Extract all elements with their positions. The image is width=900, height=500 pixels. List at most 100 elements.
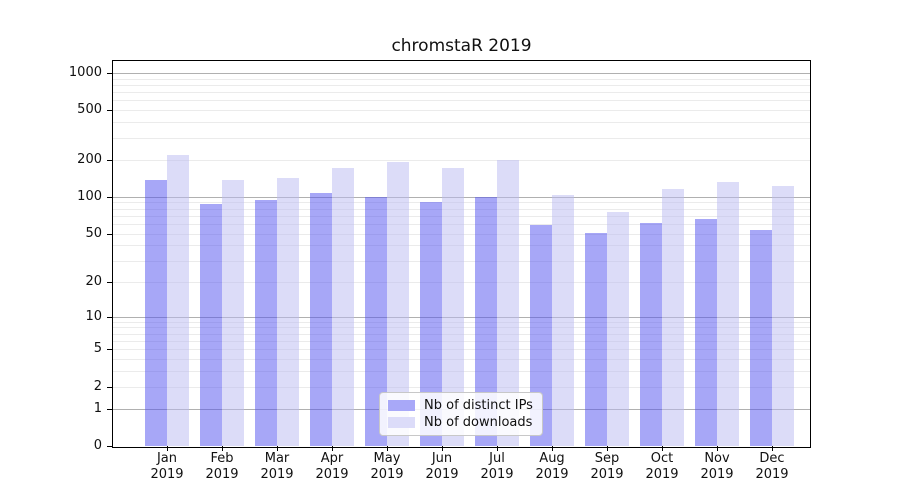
x-tick-label-jan: Jan 2019 <box>139 451 195 483</box>
year-label: 2019 <box>480 467 514 482</box>
chart-title: chromstaR 2019 <box>391 36 532 56</box>
x-tick-aug <box>552 446 553 451</box>
y-tick-2 <box>107 387 113 388</box>
x-tick-may <box>387 446 388 451</box>
bar-ips-dec <box>750 230 772 446</box>
minor-gridline-600 <box>113 100 810 101</box>
y-tick-5 <box>107 349 113 350</box>
legend-label-distinct-ips: Nb of distinct IPs <box>424 398 533 413</box>
bar-ips-nov <box>695 219 717 446</box>
month-label: Apr <box>320 451 344 466</box>
year-label: 2019 <box>535 467 569 482</box>
y-tick-label-20: 20 <box>85 274 102 289</box>
year-label: 2019 <box>315 467 349 482</box>
month-label: Nov <box>704 451 730 466</box>
month-label: Dec <box>759 451 785 466</box>
y-tick-label-100: 100 <box>77 189 102 204</box>
x-tick-dec <box>772 446 773 451</box>
legend-entry-downloads: Nb of downloads <box>388 415 534 430</box>
year-label: 2019 <box>150 467 184 482</box>
month-label: Jan <box>156 451 178 466</box>
year-label: 2019 <box>425 467 459 482</box>
year-label: 2019 <box>700 467 734 482</box>
month-label: Aug <box>539 451 565 466</box>
x-tick-nov <box>717 446 718 451</box>
y-tick-100 <box>107 197 113 198</box>
legend-swatch-distinct-ips <box>388 400 415 411</box>
bar-ips-mar <box>255 200 277 446</box>
y-tick-0 <box>107 446 113 447</box>
y-tick-label-10: 10 <box>85 309 102 324</box>
x-tick-label-dec: Dec 2019 <box>744 451 800 483</box>
bar-downloads-feb <box>222 180 244 446</box>
month-label: May <box>373 451 401 466</box>
bar-downloads-mar <box>277 178 299 446</box>
year-label: 2019 <box>755 467 789 482</box>
minor-gridline-400 <box>113 122 810 123</box>
month-label: Sep <box>594 451 620 466</box>
x-tick-label-sep: Sep 2019 <box>579 451 635 483</box>
x-tick-label-mar: Mar 2019 <box>249 451 305 483</box>
bar-downloads-may <box>387 162 409 446</box>
y-tick-label-1: 1 <box>93 401 102 416</box>
y-tick-10 <box>107 317 113 318</box>
month-label: Jul <box>489 451 505 466</box>
x-tick-sep <box>607 446 608 451</box>
minor-gridline-700 <box>113 92 810 93</box>
month-label: Feb <box>210 451 234 466</box>
y-tick-1000 <box>107 73 113 74</box>
year-label: 2019 <box>645 467 679 482</box>
y-tick-label-0: 0 <box>93 438 102 453</box>
x-tick-label-nov: Nov 2019 <box>689 451 745 483</box>
y-tick-label-500: 500 <box>77 102 102 117</box>
legend-label-downloads: Nb of downloads <box>424 415 533 430</box>
x-tick-label-jun: Jun 2019 <box>414 451 470 483</box>
x-tick-label-apr: Apr 2019 <box>304 451 360 483</box>
legend-entry-distinct-ips: Nb of distinct IPs <box>388 398 534 413</box>
x-tick-jan <box>167 446 168 451</box>
y-tick-label-1000: 1000 <box>68 65 102 80</box>
bar-downloads-sep <box>607 212 629 446</box>
bar-ips-oct <box>640 223 662 446</box>
bar-ips-jun <box>420 202 442 446</box>
bar-ips-sep <box>585 233 607 446</box>
bar-ips-apr <box>310 193 332 446</box>
x-tick-jun <box>442 446 443 451</box>
y-tick-label-2: 2 <box>93 379 102 394</box>
y-tick-label-50: 50 <box>85 226 102 241</box>
legend: Nb of distinct IPs Nb of downloads <box>379 392 543 436</box>
x-tick-feb <box>222 446 223 451</box>
y-tick-1 <box>107 409 113 410</box>
bar-downloads-jan <box>167 155 189 446</box>
x-tick-label-oct: Oct 2019 <box>634 451 690 483</box>
minor-gridline-300 <box>113 138 810 139</box>
y-tick-20 <box>107 282 113 283</box>
minor-gridline-500 <box>113 110 810 111</box>
major-gridline-1000 <box>113 73 810 74</box>
year-label: 2019 <box>205 467 239 482</box>
month-label: Jun <box>431 451 453 466</box>
bar-ips-feb <box>200 204 222 446</box>
bar-ips-aug <box>530 225 552 446</box>
bar-downloads-jun <box>442 168 464 446</box>
bar-downloads-jul <box>497 160 519 446</box>
x-tick-label-jul: Jul 2019 <box>469 451 525 483</box>
bar-ips-may <box>365 197 387 446</box>
x-tick-mar <box>277 446 278 451</box>
month-label: Oct <box>650 451 674 466</box>
y-tick-label-5: 5 <box>93 341 102 356</box>
minor-gridline-200 <box>113 160 810 161</box>
bar-downloads-dec <box>772 186 794 446</box>
year-label: 2019 <box>590 467 624 482</box>
minor-gridline-900 <box>113 79 810 80</box>
bar-downloads-nov <box>717 182 739 446</box>
bar-ips-jan <box>145 180 167 446</box>
x-tick-label-feb: Feb 2019 <box>194 451 250 483</box>
year-label: 2019 <box>370 467 404 482</box>
y-tick-500 <box>107 110 113 111</box>
bar-downloads-aug <box>552 195 574 446</box>
bar-ips-jul <box>475 197 497 446</box>
y-tick-label-200: 200 <box>77 152 102 167</box>
bar-downloads-apr <box>332 168 354 446</box>
